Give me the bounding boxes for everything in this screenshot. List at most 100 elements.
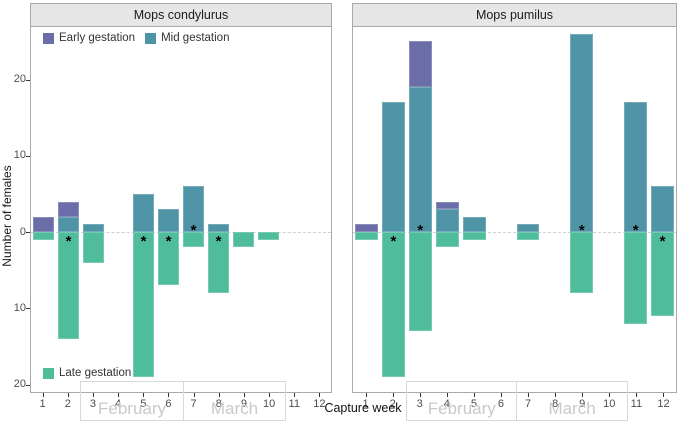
x-week-label: 7: [190, 398, 197, 410]
y-tick-mark: [26, 79, 30, 81]
mid-gestation-bar: [82, 224, 105, 233]
x-tick-mark: [446, 393, 448, 397]
mid-gestation-swatch: [145, 32, 157, 44]
x-week-label: 11: [630, 398, 643, 410]
late-gestation-bar: [355, 232, 378, 240]
mid-gestation-bar: [408, 87, 432, 233]
significance-asterisk: *: [417, 222, 424, 240]
x-week-label: 10: [262, 398, 276, 410]
late-gestation-bar: [32, 232, 55, 240]
late-gestation-bar: [257, 232, 280, 240]
x-week-label: 1: [39, 398, 46, 410]
mid-gestation-bar: [624, 102, 648, 233]
early-gestation-bar: [57, 201, 80, 217]
plot-area-left: * * * * * Early gestation Mid gestation Late…: [30, 27, 332, 393]
legend-bottom: Late gestation: [43, 367, 131, 379]
facet-strip-right: Mops pumilus: [352, 3, 677, 27]
x-week-label: 8: [552, 398, 559, 410]
facet-panel-mops-pumilus: Mops pumilus * * * * * 1 2 3 4 5 6 7 8 9 10 11 12 Febru…: [352, 3, 677, 428]
y-tick-mark: [26, 308, 30, 310]
y-axis-title: Number of females: [0, 165, 14, 267]
late-gestation-bar: [624, 232, 648, 324]
legend-label-late: Late gestation: [59, 367, 132, 379]
x-axis-title: Capture week: [324, 401, 402, 415]
x-ticks-left: [30, 393, 332, 397]
x-tick-mark: [392, 393, 394, 397]
x-week-label: 10: [603, 398, 616, 410]
x-tick-mark: [419, 393, 421, 397]
mid-gestation-bar: [182, 186, 205, 233]
significance-asterisk: *: [165, 233, 172, 251]
late-gestation-bar: [570, 232, 594, 294]
x-tick-mark: [243, 393, 245, 397]
x-tick-mark: [218, 393, 220, 397]
x-tick-mark: [663, 393, 665, 397]
facet-title-right: Mops pumilus: [475, 8, 554, 22]
x-week-label: 5: [140, 398, 147, 410]
y-tick-label: 0: [19, 225, 26, 238]
zero-line: [353, 232, 676, 233]
x-tick-mark: [636, 393, 638, 397]
late-gestation-bar: [232, 232, 255, 248]
late-gestation-bar: [435, 232, 459, 248]
x-tick-mark: [319, 393, 321, 397]
late-gestation-bar: [462, 232, 486, 240]
x-week-label: 3: [416, 398, 423, 410]
significance-asterisk: *: [659, 233, 666, 251]
x-tick-mark: [193, 393, 195, 397]
y-tick-mark: [26, 232, 30, 234]
late-gestation-bar: [157, 232, 180, 286]
late-gestation-bar: [651, 232, 674, 316]
significance-asterisk: *: [215, 233, 222, 251]
early-gestation-swatch: [43, 32, 54, 44]
x-tick-mark: [473, 393, 475, 397]
legend-label-early: Early gestation: [59, 32, 136, 44]
mid-gestation-bar: [157, 209, 180, 233]
x-week-label: 12: [657, 398, 670, 410]
x-week-label: 4: [115, 398, 122, 410]
late-gestation-bar: [408, 232, 432, 332]
mid-gestation-bar: [57, 216, 80, 233]
significance-asterisk: *: [632, 222, 639, 240]
x-week-labels-right: 1 2 3 4 5 6 7 8 9 10 11 12: [352, 397, 677, 411]
mid-gestation-bar: [462, 216, 486, 233]
y-tick-label: 10: [13, 301, 26, 314]
late-gestation-bar: [132, 232, 155, 377]
x-week-labels-left: 1 2 3 4 5 6 7 8 9 10 11 12: [30, 397, 332, 411]
y-tick-label: 20: [13, 378, 26, 391]
x-tick-mark: [500, 393, 502, 397]
early-gestation-bar: [408, 41, 432, 88]
mid-gestation-bar: [381, 102, 405, 233]
x-week-label: 11: [288, 398, 300, 410]
x-week-label: 5: [470, 398, 477, 410]
x-tick-mark: [555, 393, 557, 397]
x-week-label: 4: [443, 398, 450, 410]
x-week-label: 12: [313, 398, 326, 410]
x-tick-mark: [143, 393, 145, 397]
x-tick-mark: [365, 393, 367, 397]
legend-top: Early gestation Mid gestation: [43, 32, 229, 44]
late-gestation-bar: [516, 232, 540, 240]
early-gestation-bar: [435, 201, 459, 210]
facet-strip-left: Mops condylurus: [30, 3, 332, 27]
significance-asterisk: *: [65, 233, 72, 251]
x-ticks-right: [352, 393, 677, 397]
x-week-label: 3: [89, 398, 96, 410]
late-gestation-swatch: [43, 367, 54, 379]
early-gestation-bar: [32, 216, 55, 233]
x-week-label: 2: [389, 398, 396, 410]
x-week-label: 6: [497, 398, 505, 410]
mid-gestation-bar: [132, 193, 155, 233]
plot-area-right: * * * * *: [352, 27, 677, 393]
x-tick-mark: [269, 393, 271, 397]
x-week-label: 6: [165, 398, 172, 410]
mid-gestation-bar: [207, 224, 230, 233]
x-week-label: 7: [524, 398, 532, 410]
mid-gestation-bar: [651, 186, 674, 233]
x-tick-mark: [42, 393, 44, 397]
zero-line: [31, 232, 331, 233]
late-gestation-bar: [57, 232, 80, 339]
y-tick-mark: [26, 155, 30, 157]
x-tick-mark: [582, 393, 584, 397]
